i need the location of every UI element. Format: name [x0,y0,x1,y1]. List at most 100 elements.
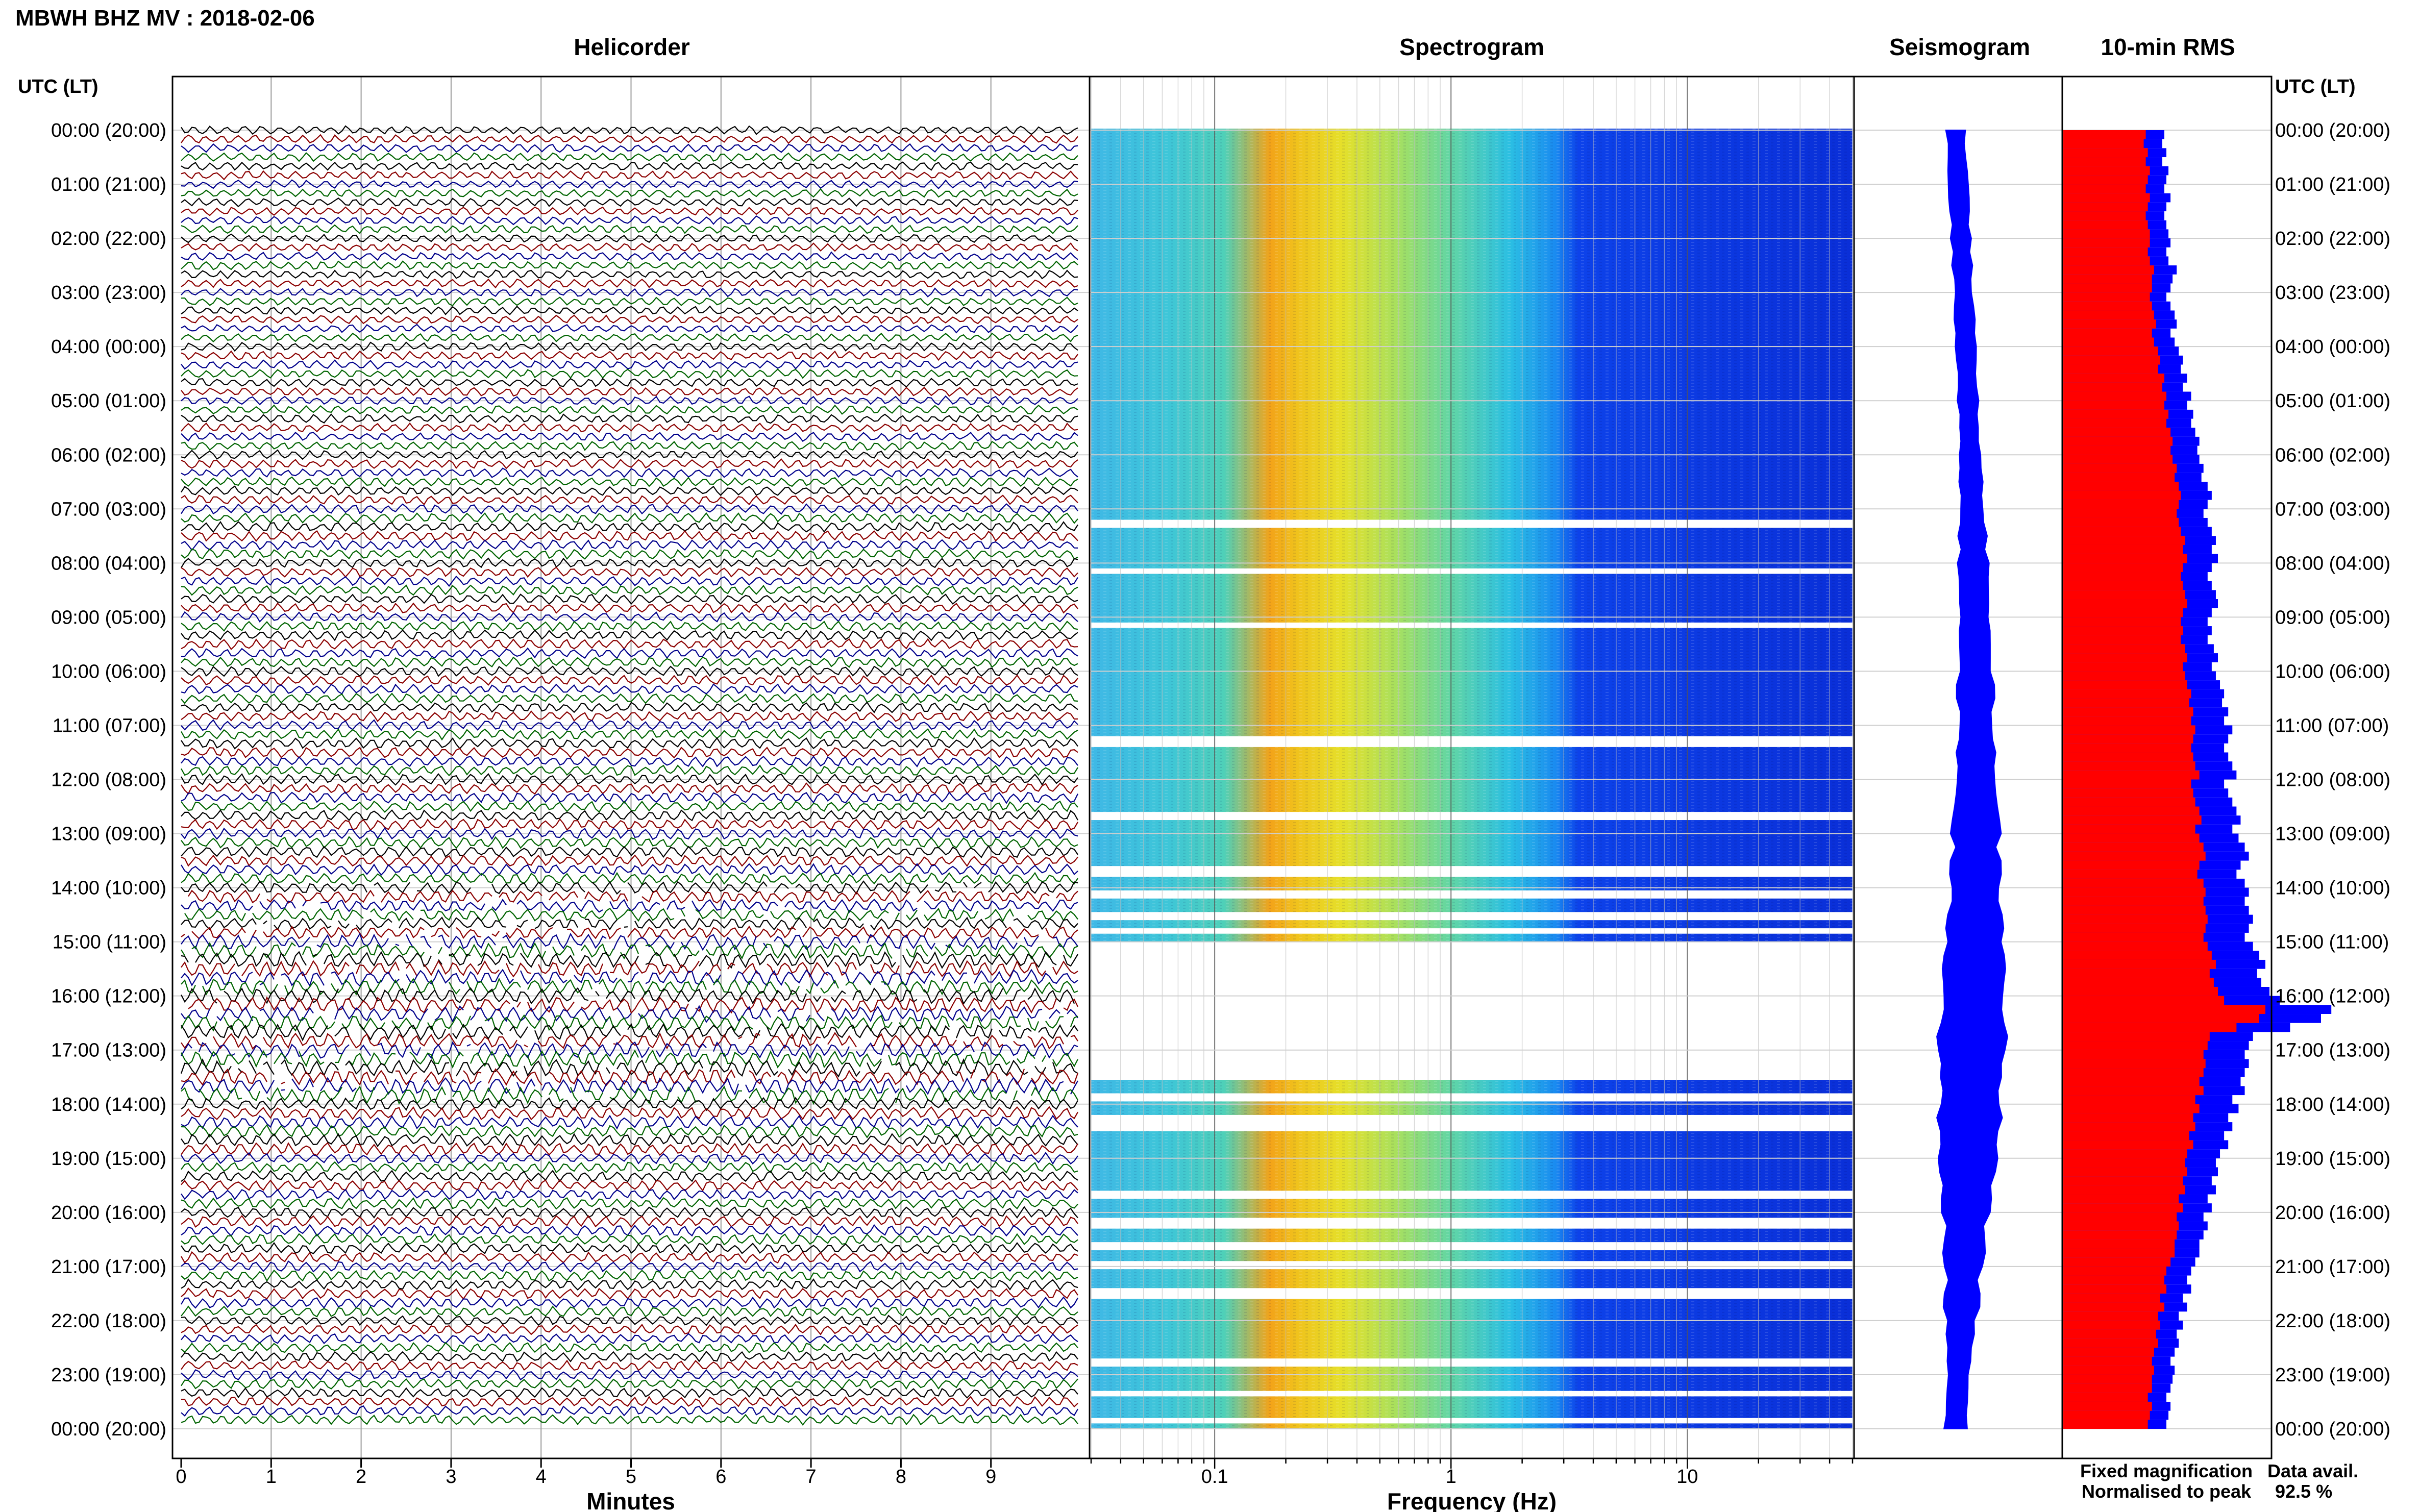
x-tick-label: 3 [446,1466,456,1488]
spectrogram-gap [1091,1288,1853,1299]
rms-bar-normalised [2063,1356,2152,1366]
x-tick-label: 1 [266,1466,277,1488]
helicorder-trace-line [181,1214,1078,1228]
helicorder-trace-line [181,1097,1078,1111]
rms-bar-normalised [2063,752,2193,762]
rms-bar-normalised [2063,671,2185,681]
rms-bar-normalised [2063,1239,2175,1249]
helicorder-trace-line [181,395,1078,406]
rms-bar-normalised [2063,148,2148,158]
helicorder-trace-line [181,1068,1079,1086]
helicorder-trace-line [181,1332,1078,1345]
rms-bar-normalised [2063,355,2160,365]
rms-bar-normalised [2063,914,2208,924]
time-label-right: 06:00 (02:00) [2275,444,2390,466]
rms-bar-normalised [2063,463,2177,473]
time-label-left: 05:00 (01:00) [51,390,166,412]
helicorder-trace-line [181,242,1078,253]
time-label-right: 05:00 (01:00) [2275,390,2390,412]
helicorder-trace-line [181,350,1078,361]
rms-bar-normalised [2063,842,2204,852]
rms-bar-normalised [2063,428,2171,437]
time-label-left: 16:00 (12:00) [51,986,166,1007]
helicorder-trace-line [181,1160,1078,1174]
rms-bar-normalised [2063,1366,2154,1375]
helicorder-trace-line [181,1170,1078,1183]
time-label-left: 00:00 (20:00) [51,120,166,141]
time-label-right: 16:00 (12:00) [2275,986,2390,1007]
helicorder-trace-line [184,907,1078,923]
rms-bar-normalised [2063,969,2210,978]
legend-normalised-to-peak: Normalised to peak [2082,1481,2252,1502]
helicorder-trace-line [181,170,1078,181]
rms-bar-normalised [2063,662,2183,672]
rms-bar-normalised [2063,166,2150,176]
helicorder-trace-line [181,638,1078,650]
rms-bar-normalised [2063,779,2191,789]
rms-bar-normalised [2063,599,2187,608]
spectrogram-gap [1091,1391,1853,1397]
helicorder-trace-line [181,449,1078,460]
spectrogram-gap [1091,928,1853,934]
panel-title-helicorder: Helicorder [574,34,690,60]
time-label-right: 01:00 (21:00) [2275,174,2390,195]
time-axis-header-right: UTC (LT) [2275,76,2356,97]
rms-bar-normalised [2063,517,2179,527]
rms-bar-normalised [2063,887,2206,897]
rms-bar-normalised [2063,202,2148,212]
helicorder-trace-line [181,539,1078,551]
rms-bar-normalised [2063,310,2154,320]
helicorder-trace-line [181,611,1078,623]
rms-bar-normalised [2063,581,2183,590]
rms-bar-normalised [2063,851,2206,861]
helicorder-trace-line [181,1296,1078,1309]
spectrogram-gap [1091,1261,1853,1270]
rms-bar-normalised [2063,1383,2152,1393]
rms-bar-normalised [2063,175,2148,185]
helicorder-trace-line [181,845,1078,858]
helicorder-trace-line [181,314,1078,325]
time-label-left: 12:00 (08:00) [51,770,166,791]
rms-bar-normalised [2063,1041,2208,1050]
legend-fixed-magnification: Fixed magnification [2080,1460,2253,1481]
helicorder-trace-line [181,747,1078,759]
helicorder-trace-line [181,422,1078,433]
helicorder-trace-line [181,951,1078,969]
rms-bar-normalised [2063,436,2173,446]
helicorder-trace-line [181,737,1078,750]
helicorder-trace-line [181,621,1078,632]
helicorder-trace-line [181,1315,1078,1327]
spectrogram-gap [1091,1358,1853,1367]
time-label-left: 01:00 (21:00) [51,174,166,195]
helicorder-trace-line [181,1085,1078,1105]
rms-bar-normalised [2063,283,2152,293]
helicorder-trace-line [181,1414,1078,1426]
rms-bar-normalised [2063,734,2193,743]
rms-bar-normalised [2063,292,2150,302]
time-label-left: 14:00 (10:00) [51,878,166,899]
rms-bar-normalised [2063,788,2193,798]
helicorder-trace-line [181,782,1078,795]
spectrogram-gap [1091,1093,1853,1102]
rms-bar-normalised [2063,445,2171,455]
rms-bar-normalised [2063,1077,2200,1086]
rms-bar-normalised [2063,635,2181,645]
x-tick-label: 6 [715,1466,726,1488]
rms-bar-normalised [2063,1347,2154,1357]
x-tick-label: 7 [806,1466,817,1488]
rms-bar-normalised [2063,978,2214,987]
time-label-left: 19:00 (15:00) [51,1148,166,1170]
helicorder-trace-line [181,1206,1078,1219]
rms-bar-normalised [2063,256,2150,266]
helicorder-trace-line [181,368,1078,379]
rms-bar-normalised [2063,139,2144,148]
helicorder-trace-line [181,683,1078,695]
time-labels-left: 00:00 (20:00) 01:00 (21:00) 02:00 (22:00) 0… [51,120,166,1440]
rms-bar-normalised [2063,1149,2187,1158]
data-availability-label: Data avail. [2267,1460,2358,1481]
rms-bar-normalised [2063,1230,2177,1240]
rms-bar-normalised [2063,1095,2195,1104]
rms-bar-normalised [2063,554,2187,563]
helicorder-trace-line [181,485,1078,496]
